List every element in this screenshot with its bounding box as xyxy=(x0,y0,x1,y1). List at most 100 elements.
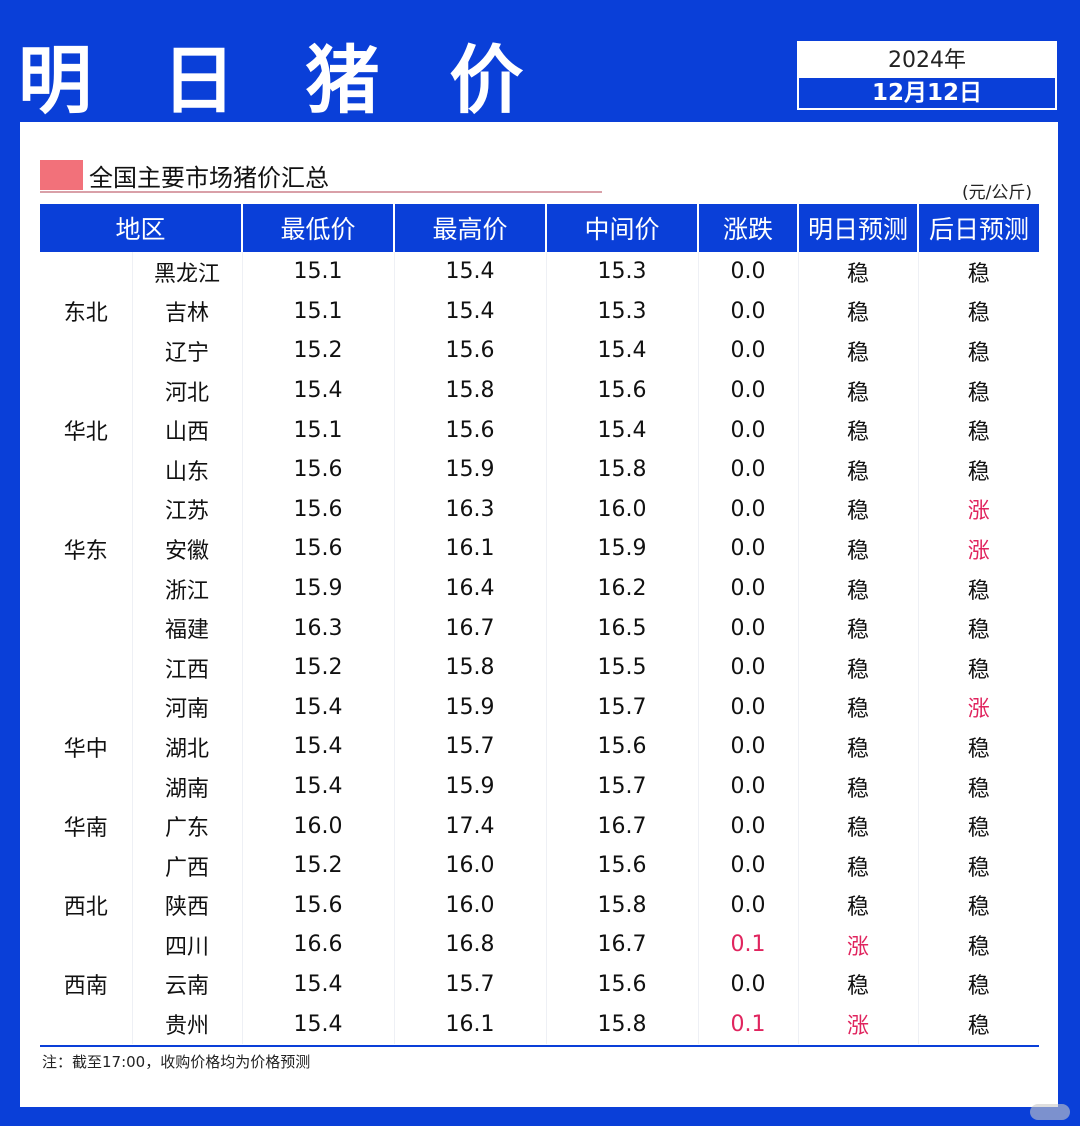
region-cell: 华北 xyxy=(40,410,133,450)
table-header-row: 地区 最低价 最高价 中间价 涨跌 明日预测 后日预测 xyxy=(40,204,1040,252)
tomorrow-forecast-cell: 涨 xyxy=(798,1004,919,1044)
province-cell: 安徽 xyxy=(132,529,243,569)
unit-label: (元/公斤) xyxy=(962,183,1032,203)
low-price-cell: 15.4 xyxy=(242,766,395,807)
change-cell: 0.0 xyxy=(698,568,799,609)
col-header-after: 后日预测 xyxy=(918,204,1040,252)
col-header-region: 地区 xyxy=(40,204,244,252)
page-title: 明 日 猪 价 xyxy=(18,38,546,124)
table-row: 华中 湖北 15.4 15.7 15.6 0.0 稳稳 xyxy=(40,727,1039,767)
table-row: 山东 15.6 15.9 15.8 0.0 稳稳 xyxy=(40,449,1039,490)
change-cell: 0.0 xyxy=(698,608,799,648)
province-cell: 陕西 xyxy=(132,885,243,926)
mid-price-cell: 15.6 xyxy=(546,964,699,1005)
table-row: 西南 云南 15.4 15.7 15.6 0.0 稳稳 xyxy=(40,964,1039,1005)
low-price-cell: 15.9 xyxy=(242,568,395,609)
high-price-cell: 16.7 xyxy=(394,608,547,648)
col-header-change: 涨跌 xyxy=(698,204,800,252)
table-row: 华东 安徽 15.6 16.1 15.9 0.0 稳 涨 xyxy=(40,529,1039,569)
region-cell xyxy=(40,608,133,648)
high-price-cell: 16.0 xyxy=(394,845,547,886)
tomorrow-forecast-cell: 稳 xyxy=(798,845,919,886)
table-row: 四川 16.6 16.8 16.7 0.1 涨 稳 xyxy=(40,925,1039,965)
region-cell xyxy=(40,1004,133,1044)
table-body: 黑龙江 15.1 15.4 15.3 0.0 稳稳东北 吉林 15.1 15.4 15.3 0.0 稳… xyxy=(40,252,1039,1044)
change-cell: 0.0 xyxy=(698,885,799,926)
mid-price-cell: 15.7 xyxy=(546,687,699,728)
low-price-cell: 15.1 xyxy=(242,252,395,292)
after-forecast-cell: 稳 xyxy=(967,776,990,802)
mid-price-cell: 15.7 xyxy=(546,766,699,807)
high-price-cell: 15.9 xyxy=(394,449,547,490)
table-row: 东北 吉林 15.1 15.4 15.3 0.0 稳稳 xyxy=(40,291,1039,332)
high-price-cell: 15.6 xyxy=(394,410,547,450)
low-price-cell: 15.4 xyxy=(242,1004,395,1044)
high-price-cell: 16.0 xyxy=(394,885,547,926)
section-header: 全国主要市场猪价汇总 xyxy=(40,157,329,193)
tomorrow-forecast-cell: 稳 xyxy=(798,885,919,926)
footer-note: 注：截至17:00，收购价格均为价格预测 xyxy=(42,1053,311,1071)
low-price-cell: 15.6 xyxy=(242,449,395,490)
region-cell xyxy=(40,568,133,609)
province-cell: 浙江 xyxy=(132,568,243,609)
after-forecast-cell: 稳 xyxy=(967,578,990,604)
province-cell: 贵州 xyxy=(132,1004,243,1044)
mid-price-cell: 15.6 xyxy=(546,727,699,767)
region-cell xyxy=(40,370,133,411)
change-cell: 0.0 xyxy=(698,647,799,688)
tomorrow-forecast-cell: 稳 xyxy=(798,964,919,1005)
region-cell xyxy=(40,845,133,886)
section-swatch xyxy=(40,160,83,190)
change-cell: 0.0 xyxy=(698,252,799,292)
date-box: 2024年 12月12日 xyxy=(797,41,1057,110)
region-cell xyxy=(40,647,133,688)
high-price-cell: 15.7 xyxy=(394,727,547,767)
table-row: 辽宁 15.2 15.6 15.4 0.0 稳稳 xyxy=(40,331,1039,371)
high-price-cell: 15.9 xyxy=(394,687,547,728)
high-price-cell: 16.1 xyxy=(394,1004,547,1044)
high-price-cell: 16.8 xyxy=(394,925,547,965)
change-cell: 0.0 xyxy=(698,489,799,530)
province-cell: 湖北 xyxy=(132,727,243,767)
region-cell: 西南 xyxy=(40,964,133,1005)
change-cell: 0.0 xyxy=(698,845,799,886)
table-row: 河南 15.4 15.9 15.7 0.0 稳 涨 xyxy=(40,687,1039,728)
after-forecast-cell: 稳 xyxy=(967,974,990,1000)
low-price-cell: 15.1 xyxy=(242,291,395,332)
low-price-cell: 15.4 xyxy=(242,964,395,1005)
col-header-mid: 中间价 xyxy=(546,204,700,252)
col-header-high: 最高价 xyxy=(394,204,548,252)
mid-price-cell: 15.8 xyxy=(546,449,699,490)
province-cell: 山东 xyxy=(132,449,243,490)
province-cell: 福建 xyxy=(132,608,243,648)
after-forecast-cell: 稳 xyxy=(967,1014,990,1040)
high-price-cell: 15.4 xyxy=(394,291,547,332)
region-cell: 华东 xyxy=(40,529,133,569)
province-cell: 江西 xyxy=(132,647,243,688)
section-underline xyxy=(40,191,602,193)
low-price-cell: 15.1 xyxy=(242,410,395,450)
tomorrow-forecast-cell: 稳 xyxy=(798,529,919,569)
region-cell xyxy=(40,449,133,490)
region-cell: 华中 xyxy=(40,727,133,767)
after-forecast-cell: 稳 xyxy=(967,459,990,485)
table-row: 江苏 15.6 16.3 16.0 0.0 稳 涨 xyxy=(40,489,1039,530)
tomorrow-forecast-cell: 稳 xyxy=(798,568,919,609)
col-header-tomorrow: 明日预测 xyxy=(798,204,920,252)
change-cell: 0.0 xyxy=(698,727,799,767)
tomorrow-forecast-cell: 稳 xyxy=(798,331,919,371)
tomorrow-forecast-cell: 稳 xyxy=(798,252,919,292)
mid-price-cell: 15.5 xyxy=(546,647,699,688)
low-price-cell: 15.6 xyxy=(242,529,395,569)
tomorrow-forecast-cell: 稳 xyxy=(798,687,919,728)
mid-price-cell: 15.8 xyxy=(546,1004,699,1044)
tomorrow-forecast-cell: 稳 xyxy=(798,727,919,767)
low-price-cell: 15.6 xyxy=(242,489,395,530)
low-price-cell: 15.2 xyxy=(242,331,395,371)
change-cell: 0.0 xyxy=(698,766,799,807)
mid-price-cell: 15.6 xyxy=(546,370,699,411)
mid-price-cell: 16.0 xyxy=(546,489,699,530)
after-forecast-cell: 稳 xyxy=(967,618,990,644)
table-bottom-line xyxy=(40,1045,1039,1047)
mid-price-cell: 15.3 xyxy=(546,252,699,292)
